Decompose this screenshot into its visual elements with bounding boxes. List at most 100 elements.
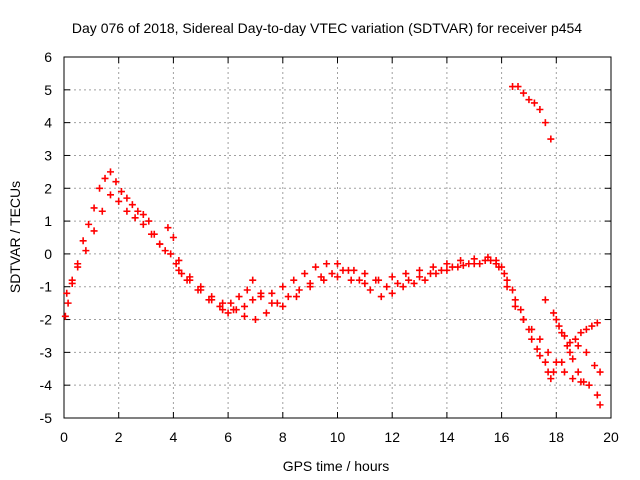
data-point <box>347 276 355 284</box>
y-tick-label: -4 <box>40 377 53 393</box>
data-point <box>519 89 527 97</box>
x-axis-label: GPS time / hours <box>283 458 390 474</box>
data-point <box>273 299 281 307</box>
data-point <box>328 270 336 278</box>
x-tick-label: 20 <box>603 429 619 445</box>
data-point <box>175 266 183 274</box>
data-point <box>169 234 177 241</box>
data-point <box>588 322 596 330</box>
data-point <box>574 342 582 350</box>
data-point <box>372 276 380 284</box>
data-point <box>98 207 106 215</box>
data-point <box>268 289 276 297</box>
data-point <box>571 335 579 343</box>
x-tick-label: 8 <box>279 429 287 445</box>
data-point <box>74 263 82 271</box>
series-track-6 <box>552 316 588 386</box>
data-point <box>443 260 451 268</box>
x-tick-label: 10 <box>330 429 346 445</box>
data-point <box>279 302 287 310</box>
data-point <box>361 270 369 278</box>
data-point <box>161 247 169 255</box>
y-tick-label: 5 <box>44 82 52 98</box>
data-point <box>106 191 114 199</box>
data-point <box>459 261 467 269</box>
data-point <box>339 266 347 274</box>
data-point <box>68 276 76 284</box>
data-point <box>115 197 123 205</box>
data-point <box>547 135 555 143</box>
data-point <box>128 201 136 209</box>
data-point <box>230 306 238 314</box>
data-point <box>96 184 104 192</box>
y-axis-label: SDTVAR / TECUs <box>7 181 23 293</box>
data-point <box>416 273 424 281</box>
data-point <box>251 316 259 324</box>
data-point <box>257 293 265 301</box>
data-point <box>517 306 525 314</box>
data-point <box>530 99 538 107</box>
data-point <box>388 273 396 281</box>
y-tick-label: 2 <box>44 180 52 196</box>
data-point <box>148 230 156 238</box>
data-point <box>90 227 98 235</box>
data-point <box>295 286 303 294</box>
data-point <box>525 325 533 333</box>
data-point <box>361 279 369 287</box>
data-point <box>541 119 549 127</box>
data-point <box>470 260 478 268</box>
x-tick-label: 12 <box>384 429 400 445</box>
data-point <box>90 204 98 212</box>
data-point <box>550 368 558 376</box>
data-point <box>596 368 604 376</box>
y-tick-label: 6 <box>44 49 52 65</box>
data-point <box>541 358 549 366</box>
data-point <box>131 214 139 222</box>
data-point <box>279 283 287 291</box>
data-point <box>301 270 309 278</box>
data-point <box>577 329 585 337</box>
data-point <box>241 312 249 320</box>
data-point <box>355 276 363 284</box>
data-point <box>167 250 175 258</box>
data-point <box>585 381 593 389</box>
data-point <box>533 345 541 353</box>
data-point <box>64 299 72 307</box>
series-track-4 <box>509 83 555 143</box>
data-point <box>399 283 407 291</box>
x-tick-label: 6 <box>224 429 232 445</box>
data-point <box>227 299 235 307</box>
data-point <box>85 220 93 228</box>
data-point <box>186 273 194 281</box>
data-point <box>156 240 164 248</box>
data-point <box>82 247 90 255</box>
data-point <box>448 263 456 271</box>
x-tick-label: 14 <box>439 429 455 445</box>
data-point <box>224 309 232 317</box>
data-point <box>582 348 590 356</box>
data-point <box>503 276 511 284</box>
data-point <box>312 263 320 271</box>
data-point <box>563 342 571 350</box>
data-point <box>544 348 552 356</box>
data-point <box>139 211 147 219</box>
x-tick-label: 4 <box>170 429 178 445</box>
data-point <box>145 217 153 225</box>
y-tick-label: -1 <box>40 279 53 295</box>
x-tick-label: 0 <box>60 429 68 445</box>
data-point <box>164 224 172 232</box>
data-point <box>558 358 566 366</box>
data-point <box>350 266 358 274</box>
data-point <box>117 188 125 196</box>
y-tick-label: -2 <box>40 312 53 328</box>
data-point <box>528 335 536 343</box>
data-point <box>79 237 87 245</box>
x-tick-label: 2 <box>115 429 123 445</box>
data-point <box>550 309 558 317</box>
data-point <box>511 296 519 304</box>
data-point <box>208 293 216 301</box>
data-point <box>558 329 566 337</box>
data-point <box>334 260 341 268</box>
